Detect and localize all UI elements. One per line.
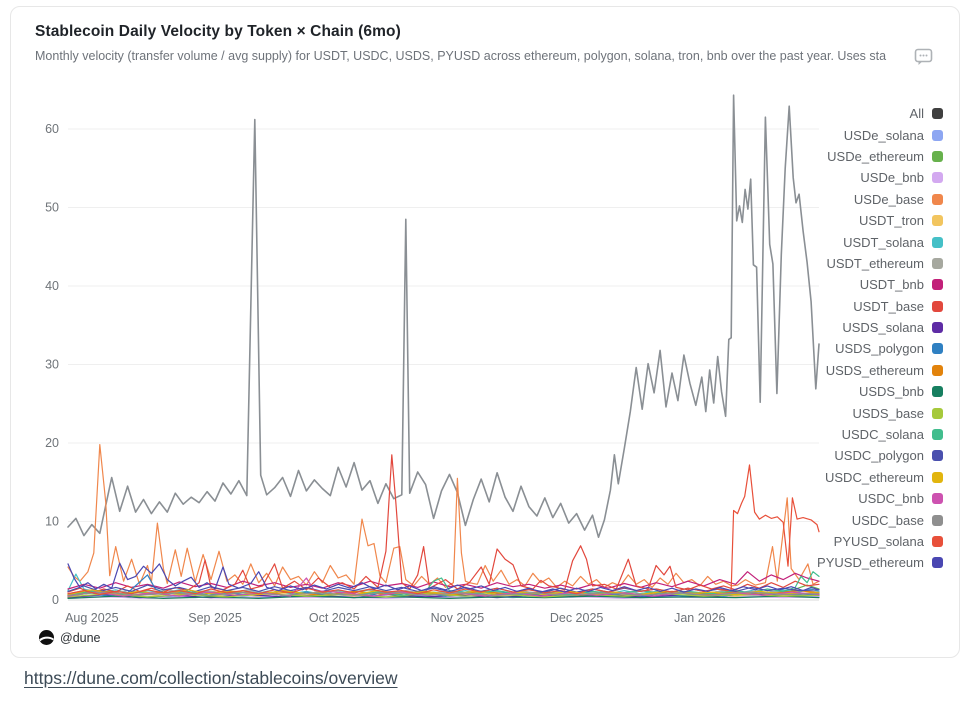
y-axis-label-20: 20	[45, 436, 59, 450]
x-axis-label: Oct 2025	[309, 611, 360, 625]
legend-item-USDS_ethereum[interactable]: USDS_ethereum	[817, 360, 943, 381]
chart-card: Stablecoin Daily Velocity by Token × Cha…	[10, 6, 960, 658]
legend-swatch	[932, 279, 943, 291]
legend-item-USDT_tron[interactable]: USDT_tron	[817, 210, 943, 231]
legend-item-USDC_bnb[interactable]: USDC_bnb	[817, 488, 943, 509]
legend-label: USDT_tron	[858, 213, 924, 229]
legend-label: USDT_solana	[843, 234, 924, 250]
x-axis-label: Nov 2025	[431, 611, 485, 625]
legend-label: USDS_polygon	[835, 341, 924, 357]
series-line-USDS_base	[67, 593, 820, 598]
legend-item-USDC_solana[interactable]: USDC_solana	[817, 424, 943, 445]
legend-swatch	[932, 536, 943, 547]
legend-label: USDe_ethereum	[827, 148, 924, 164]
chart-legend: All USDe_solana USDe_ethereum USDe_bnb USDe_…	[817, 103, 943, 574]
y-axis-label-0: 0	[52, 593, 59, 607]
dune-logo-icon	[39, 630, 54, 645]
dune-handle: @dune	[60, 630, 101, 645]
y-axis-label-60: 60	[45, 122, 59, 136]
series-line-All	[67, 94, 820, 539]
legend-label: USDS_base	[852, 405, 924, 421]
legend-item-All[interactable]: All	[817, 103, 943, 124]
legend-label: USDe_solana	[843, 127, 924, 143]
comment-bubble-icon	[914, 48, 933, 65]
legend-item-USDe_bnb[interactable]: USDe_bnb	[817, 167, 943, 188]
legend-swatch	[932, 386, 943, 398]
legend-label: All	[909, 106, 924, 122]
legend-label: USDC_base	[851, 512, 924, 528]
legend-item-USDS_bnb[interactable]: USDS_bnb	[817, 381, 943, 402]
legend-swatch	[932, 129, 943, 141]
legend-label: USDe_base	[853, 191, 924, 207]
legend-item-USDC_base[interactable]: USDC_base	[817, 509, 943, 530]
legend-item-USDC_ethereum[interactable]: USDC_ethereum	[817, 467, 943, 488]
series-line-PYUSD_solana	[67, 464, 820, 596]
legend-swatch	[932, 514, 943, 526]
legend-swatch	[932, 322, 943, 334]
legend-label: PYUSD_ethereum	[817, 555, 924, 571]
chart-plot-area[interactable]: 0 10 20 30 40 50 60 Aug 2025 Sep 2025 Oct 2025 Nov…	[21, 85, 833, 637]
legend-item-USDC_polygon[interactable]: USDC_polygon	[817, 445, 943, 466]
legend-item-USDe_ethereum[interactable]: USDe_ethereum	[817, 146, 943, 167]
series-line-USDC_base	[67, 591, 820, 596]
legend-swatch	[932, 429, 943, 441]
x-axis-label: Dec 2025	[550, 611, 604, 625]
legend-swatch	[932, 450, 943, 462]
x-axis-label: Jan 2026	[674, 611, 725, 625]
y-axis-label-40: 40	[45, 279, 59, 293]
y-axis-label-10: 10	[45, 515, 59, 529]
legend-item-USDS_solana[interactable]: USDS_solana	[817, 317, 943, 338]
series-line-PYUSD_ethereum	[67, 562, 820, 593]
legend-swatch	[932, 364, 943, 376]
legend-item-PYUSD_ethereum[interactable]: PYUSD_ethereum	[817, 552, 943, 573]
legend-label: USDS_ethereum	[825, 362, 924, 378]
series-line-USDe_base	[67, 444, 820, 588]
legend-swatch	[932, 150, 943, 162]
legend-swatch	[932, 471, 943, 483]
legend-swatch	[932, 257, 943, 269]
legend-item-USDS_polygon[interactable]: USDS_polygon	[817, 338, 943, 359]
legend-item-USDT_base[interactable]: USDT_base	[817, 296, 943, 317]
legend-swatch	[932, 108, 943, 120]
legend-swatch	[932, 493, 943, 505]
legend-item-USDe_solana[interactable]: USDe_solana	[817, 124, 943, 145]
legend-item-USDe_base[interactable]: USDe_base	[817, 189, 943, 210]
x-axis-label: Aug 2025	[65, 611, 119, 625]
legend-label: PYUSD_solana	[833, 534, 924, 549]
legend-label: USDT_bnb	[859, 277, 924, 293]
legend-label: USDe_bnb	[860, 170, 924, 186]
legend-swatch	[932, 236, 943, 248]
y-axis-label-50: 50	[45, 201, 59, 215]
legend-swatch	[932, 407, 943, 419]
legend-item-USDT_ethereum[interactable]: USDT_ethereum	[817, 253, 943, 274]
page-subtitle: Monthly velocity (transfer volume / avg …	[35, 49, 887, 63]
legend-swatch	[932, 193, 943, 205]
velocity-line-chart: 0 10 20 30 40 50 60 Aug 2025 Sep 2025 Oct 2025 Nov…	[45, 94, 820, 625]
legend-item-USDT_solana[interactable]: USDT_solana	[817, 231, 943, 252]
legend-item-PYUSD_solana[interactable]: PYUSD_solana	[817, 531, 943, 552]
source-link[interactable]: https://dune.com/collection/stablecoins/…	[24, 668, 398, 688]
legend-label: USDT_base	[853, 298, 924, 314]
x-axis-label: Sep 2025	[188, 611, 242, 625]
series-line-USDS_bnb	[67, 595, 820, 600]
page-title: Stablecoin Daily Velocity by Token × Cha…	[35, 23, 401, 40]
legend-label: USDC_ethereum	[825, 469, 924, 485]
legend-swatch	[932, 172, 943, 184]
legend-item-USDT_bnb[interactable]: USDT_bnb	[817, 274, 943, 295]
legend-label: USDT_ethereum	[826, 255, 924, 271]
dune-attribution: @dune	[39, 630, 101, 645]
legend-label: USDS_solana	[842, 320, 924, 336]
y-axis-label-30: 30	[45, 358, 59, 372]
legend-swatch	[932, 557, 943, 569]
legend-label: USDC_solana	[841, 427, 924, 443]
legend-swatch	[932, 300, 943, 312]
legend-label: USDC_polygon	[834, 448, 924, 464]
comment-icon[interactable]	[913, 47, 935, 67]
legend-swatch	[932, 215, 943, 227]
series-line-USDT_base	[67, 454, 820, 594]
legend-swatch	[932, 343, 943, 355]
legend-label: USDS_bnb	[858, 384, 924, 400]
legend-item-USDS_base[interactable]: USDS_base	[817, 402, 943, 423]
legend-label: USDC_bnb	[858, 491, 924, 507]
